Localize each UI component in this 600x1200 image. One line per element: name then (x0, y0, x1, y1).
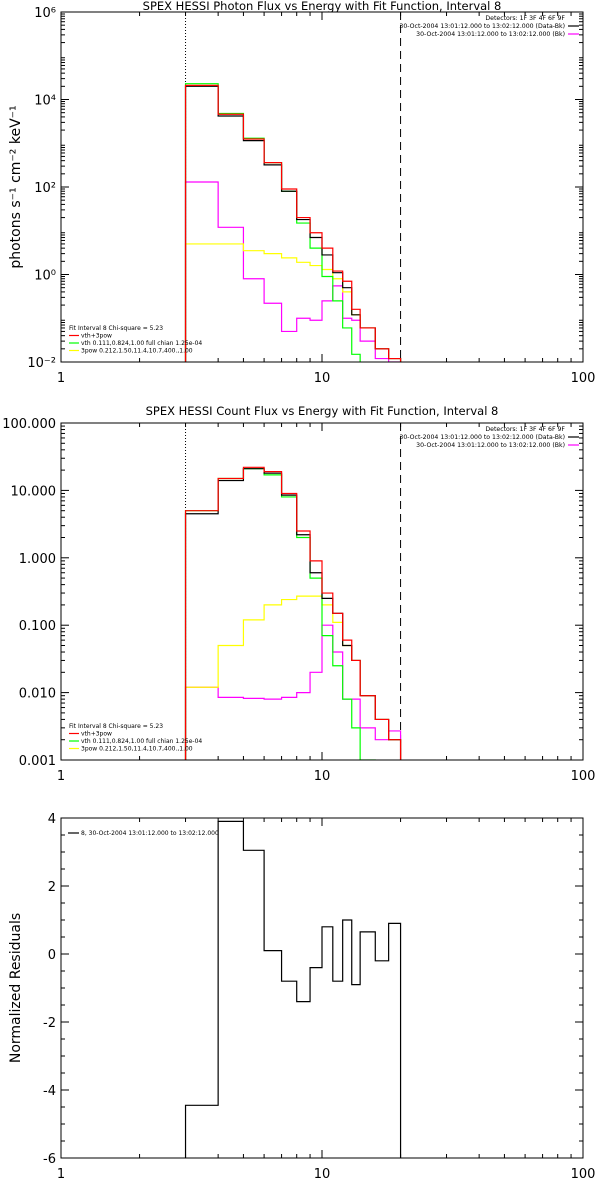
x-tick-label: 1 (57, 1167, 65, 1182)
fit-legend-entry: vth 0.111,0.824,1.00 full chian 1.25e-04 (81, 738, 202, 745)
y-tick-label: 10⁰ (34, 269, 56, 284)
fit-legend-entry: Fit Interval 8 Chi-square = 5.23 (69, 325, 163, 332)
series-data-bk-line (184, 85, 402, 362)
x-tick-label: 100 (571, 371, 596, 386)
fit-legend-entry: Fit Interval 8 Chi-square = 5.23 (69, 723, 163, 730)
x-tick-label: 1 (57, 769, 65, 784)
x-tick-label: 10 (314, 371, 331, 386)
series-bk-line (184, 181, 402, 362)
chart-panel-1 (60, 11, 584, 363)
upper-legend-entry: Detectors: 1F 3F 4F 6F 9F (485, 15, 565, 22)
upper-legend-entry: 30-Oct-2004 13:01:12.000 to 13:02:12.000… (416, 31, 565, 38)
series-data-bk-line (184, 468, 402, 760)
y-tick-label: -4 (43, 1084, 56, 1099)
chart-title: SPEX HESSI Photon Flux vs Energy with Fi… (143, 0, 502, 13)
y-tick-label: -6 (43, 1152, 56, 1167)
y-tick-label: 10² (34, 181, 56, 196)
series-vth-3pow-line (184, 466, 402, 760)
y-tick-label: -2 (43, 1016, 56, 1031)
x-tick-label: 100 (571, 1167, 596, 1182)
fit-legend-entry: vth+3pow (81, 731, 112, 738)
y-tick-label: 10⁻² (27, 356, 56, 371)
plot-frame (60, 422, 584, 761)
upper-legend-entry: Detectors: 1F 3F 4F 6F 9F (485, 426, 565, 433)
y-tick-label: 0.100 (19, 619, 56, 634)
series-vth-3pow-line (184, 84, 402, 362)
y-tick-label: 0 (48, 948, 56, 963)
y-tick-label: 4 (48, 812, 56, 827)
residual-legend-entry: 8, 30-Oct-2004 13:01:12.000 to 13:02:12.… (81, 830, 219, 837)
upper-legend-entry: 30-Oct-2004 13:01:12.000 to 13:02:12.000… (399, 23, 565, 30)
series-vth-line (184, 83, 361, 362)
fit-legend-entry: 3pow 0.212,1.50,11.4,10.7,400.,1.00 (81, 746, 193, 753)
x-tick-label: 10 (314, 769, 331, 784)
x-tick-label: 100 (571, 769, 596, 784)
series-3pow-line (184, 243, 402, 362)
series-3pow-line (184, 595, 402, 760)
y-tick-label: 0.001 (19, 754, 56, 769)
y-tick-label: 1.000 (19, 552, 56, 567)
upper-legend-entry: 30-Oct-2004 13:01:12.000 to 13:02:12.000… (399, 434, 565, 441)
y-tick-label: 10⁴ (34, 94, 56, 109)
chart-title: SPEX HESSI Count Flux vs Energy with Fit… (146, 404, 499, 418)
y-tick-label: 0.010 (19, 687, 56, 702)
chart-panel-3 (60, 817, 584, 1159)
upper-legend-entry: 30-Oct-2004 13:01:12.000 to 13:02:12.000… (416, 442, 565, 449)
y-axis-label: Normalized Residuals (8, 913, 24, 1063)
series-residuals-line (184, 820, 402, 1158)
plot-frame (60, 11, 584, 363)
chart-panel-2 (60, 422, 584, 761)
fit-legend-entry: vth 0.111,0.824,1.00 full chian 1.25e-04 (81, 340, 202, 347)
series-bk-line (184, 624, 402, 760)
y-tick-label: 2 (48, 880, 56, 895)
series-vth-line (184, 468, 376, 760)
x-tick-label: 1 (57, 371, 65, 386)
y-tick-label: 10⁶ (34, 6, 56, 21)
x-tick-label: 10 (314, 1167, 331, 1182)
y-axis-label: photons s⁻¹ cm⁻² keV⁻¹ (8, 105, 24, 268)
y-tick-label: 10.000 (11, 484, 57, 499)
fit-legend-entry: vth+3pow (81, 333, 112, 340)
fit-legend-entry: 3pow 0.212,1.50,11.4,10.7,400.,1.00 (81, 348, 193, 355)
y-tick-label: 100.000 (2, 417, 56, 432)
plot-frame (60, 817, 584, 1159)
